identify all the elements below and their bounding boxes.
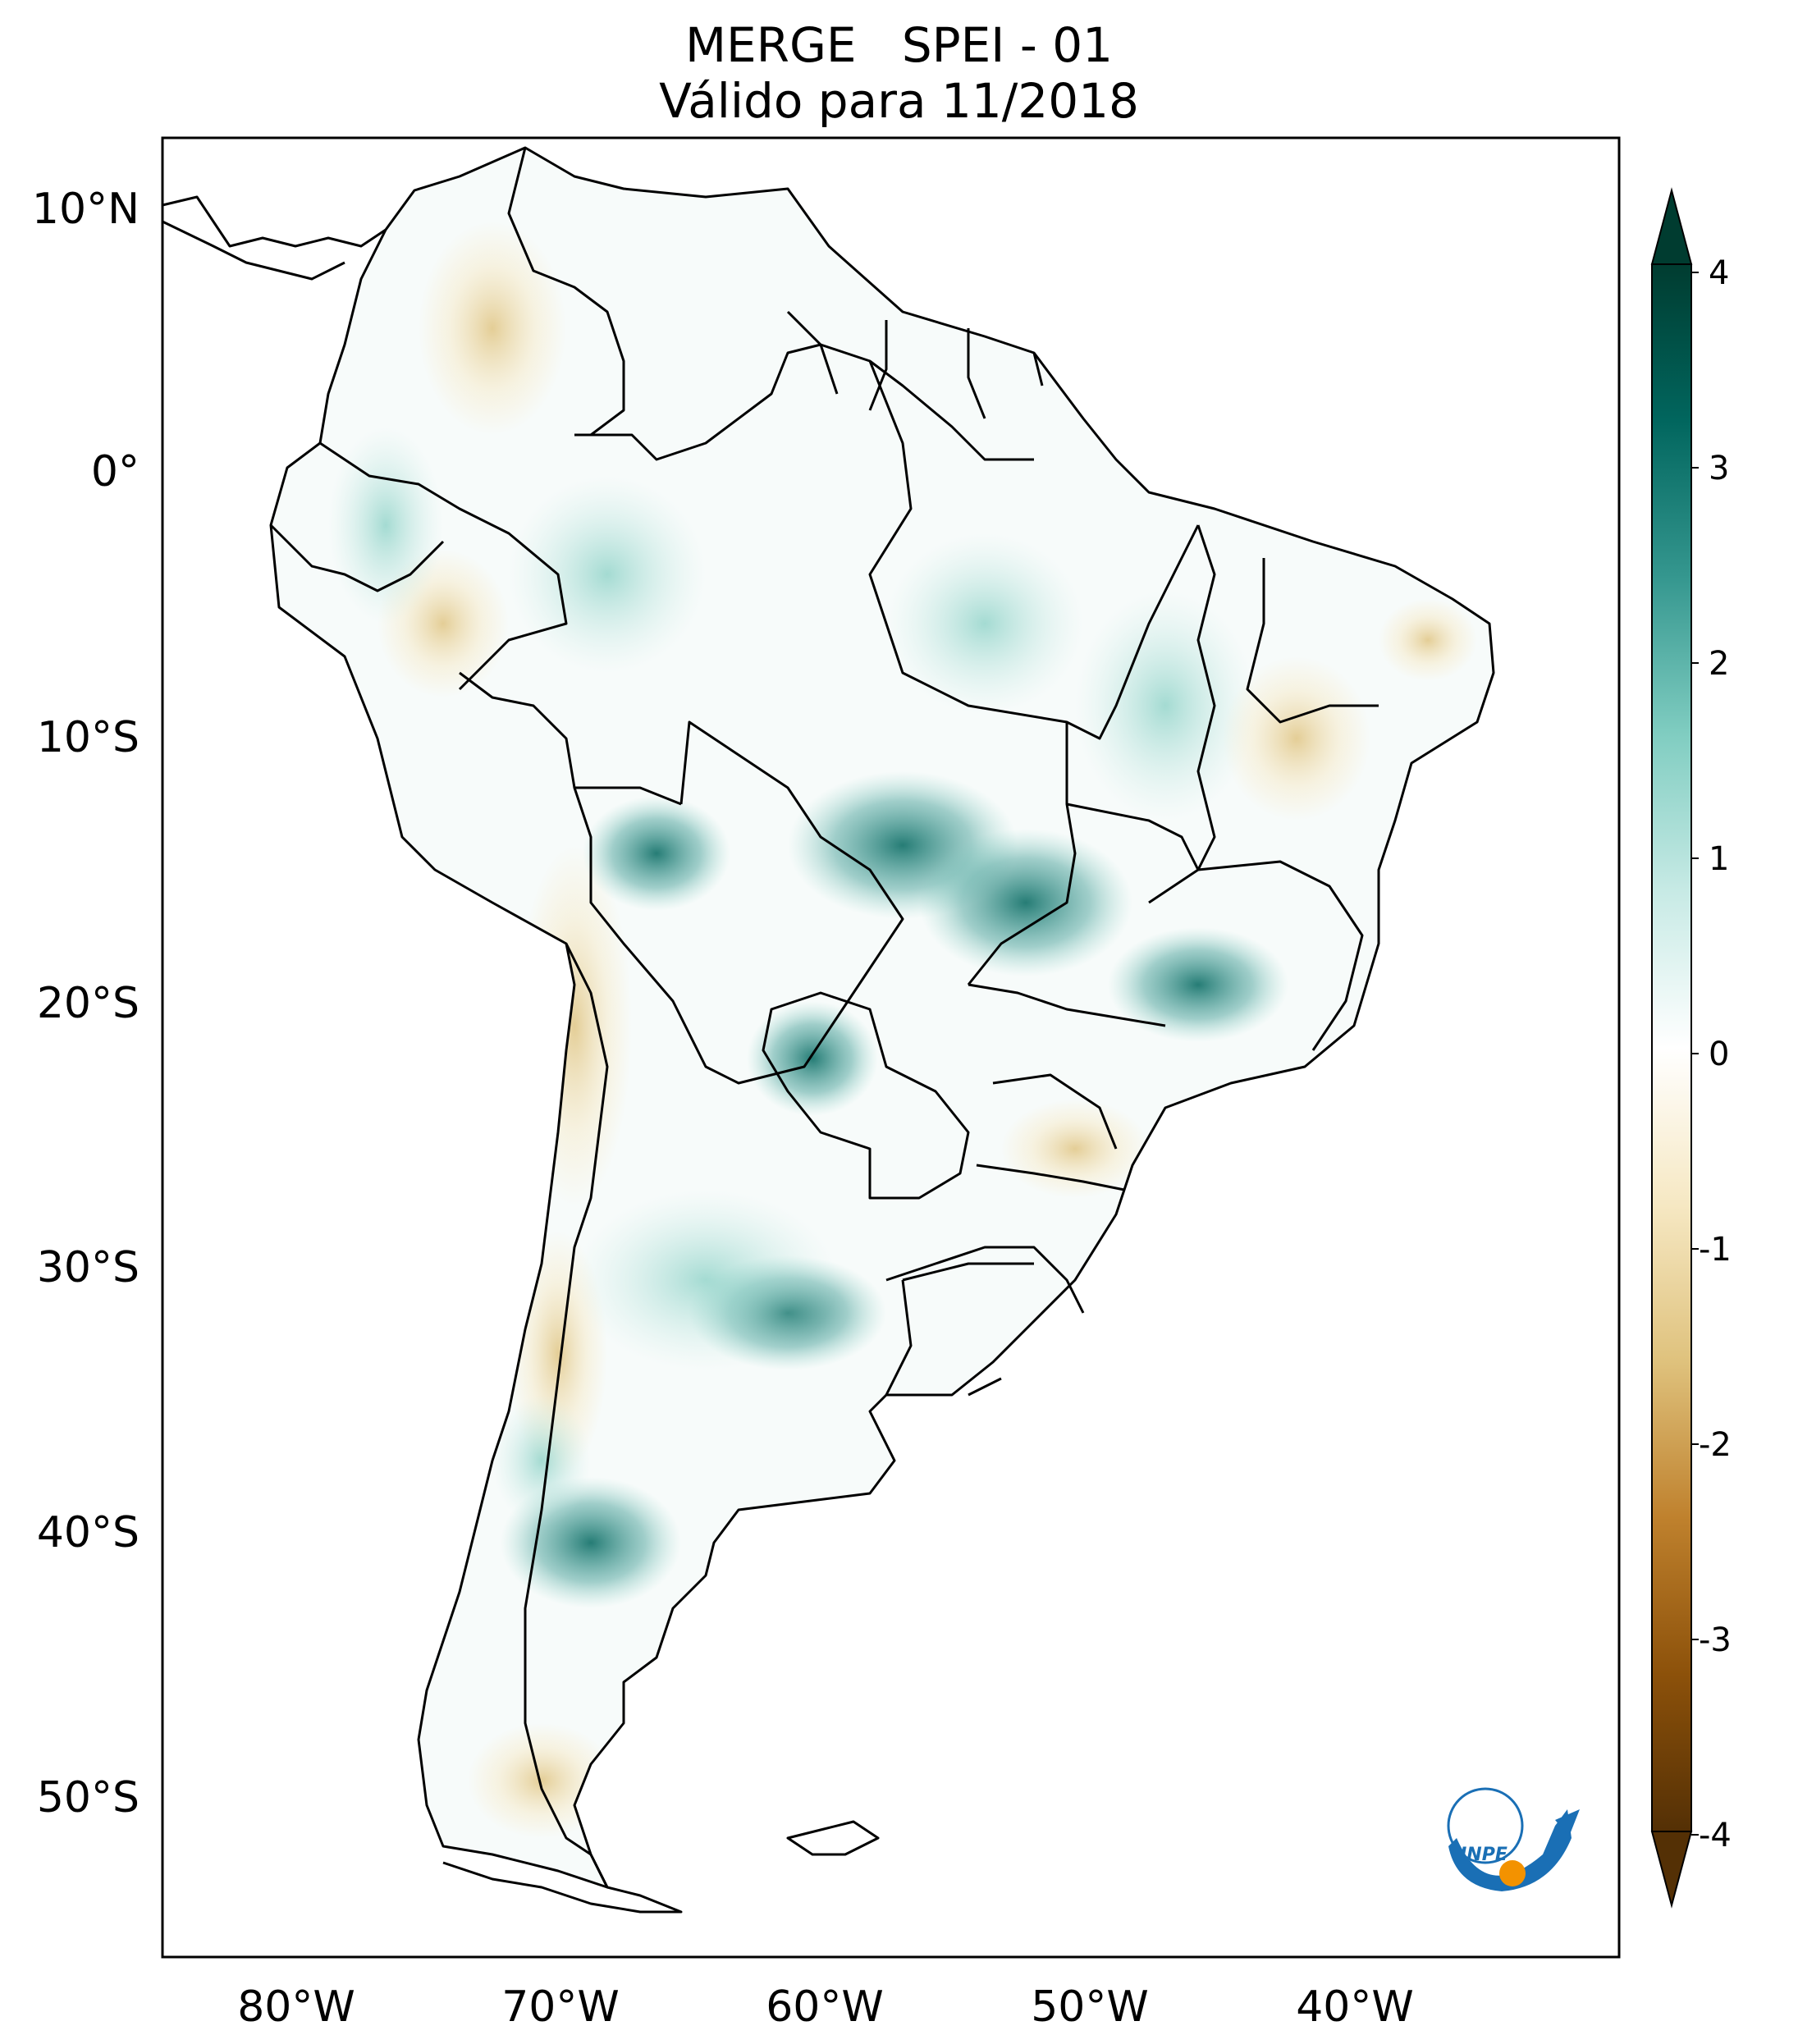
map-title: MERGE SPEI - 01 (684, 17, 1114, 73)
logo-text: INPE (1460, 1845, 1507, 1865)
chile-argentina-border (524, 943, 609, 1856)
inpe-logo: INPE (1447, 1787, 1580, 1891)
colorbar: 4 3 2 1 0 -1 -2 -3 -4 (1650, 187, 1732, 1909)
colorbar-label: -1 (1699, 1231, 1732, 1269)
colorbar-label: 2 (1709, 645, 1729, 683)
lat-tick-label: 40°S (37, 1508, 140, 1557)
lon-tick-label: 80°W (237, 1982, 355, 2032)
argentina-brazil-uruguay (885, 1246, 1085, 1397)
ecuador-peru-border (269, 524, 445, 592)
longitude-ticks: 80°W 70°W 60°W 50°W 40°W (237, 1982, 1414, 2032)
peru-brazil-border (459, 671, 682, 806)
logo-ring (1447, 1787, 1524, 1864)
colorbar-label: 3 (1709, 450, 1729, 487)
colorbar-ticks (1691, 272, 1699, 1836)
continent-outline (269, 146, 1495, 1889)
paraguay-outline (762, 991, 970, 1200)
colombia-ecuador-peru (319, 441, 568, 691)
bolivia-outline (573, 720, 904, 1085)
logo-arc (1448, 1809, 1572, 1891)
colombia-venezuela-border (507, 147, 625, 437)
lat-tick-label: 10°N (32, 185, 140, 234)
lon-tick-label: 70°W (501, 1982, 620, 2032)
lon-tick-label: 40°W (1296, 1982, 1414, 2032)
lat-tick-label: 10°S (37, 713, 140, 762)
colorbar-label: -4 (1699, 1817, 1732, 1854)
map-subtitle: Válido para 11/2018 (659, 73, 1139, 129)
latitude-ticks: 10°N 0° 10°S 20°S 30°S 40°S 50°S (32, 185, 140, 1822)
colorbar-label: 1 (1709, 840, 1729, 878)
guianas-borders (786, 310, 1044, 419)
falkland-islands (786, 1820, 880, 1856)
tierra-del-fuego (442, 1854, 683, 1914)
brazil-west-border (574, 343, 1034, 461)
logo-arrow (1555, 1809, 1580, 1836)
lat-tick-label: 20°S (37, 979, 140, 1028)
colorbar-min-extend (1650, 1831, 1693, 1909)
lat-tick-label: 0° (91, 447, 140, 496)
lat-tick-label: 30°S (37, 1243, 140, 1292)
colorbar-max-extend (1650, 187, 1693, 265)
colorbar-label: -2 (1699, 1426, 1732, 1464)
colorbar-bar (1651, 263, 1692, 1832)
central-america-outline (162, 195, 387, 281)
logo-dot (1499, 1860, 1526, 1886)
brazil-states (868, 360, 1379, 1282)
lon-tick-label: 60°W (766, 1982, 884, 2032)
lat-tick-label: 50°S (37, 1773, 140, 1822)
country-borders (162, 146, 1495, 1914)
colorbar-label: 0 (1709, 1036, 1729, 1073)
lon-tick-label: 50°W (1031, 1982, 1149, 2032)
colorbar-label: 4 (1709, 254, 1729, 292)
colorbar-label: -3 (1699, 1621, 1732, 1659)
